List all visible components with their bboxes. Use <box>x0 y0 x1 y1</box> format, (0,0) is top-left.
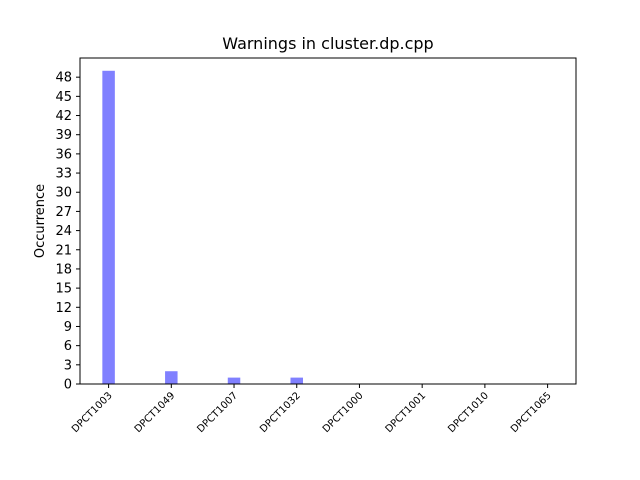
y-tick-label: 48 <box>55 71 72 86</box>
x-tick-label: DPCT1049 <box>133 390 178 435</box>
y-tick-label: 45 <box>55 90 72 105</box>
bar-dpct1007 <box>227 377 241 384</box>
y-tick-label: 39 <box>55 128 72 143</box>
x-tick-label: DPCT1010 <box>446 390 491 435</box>
y-tick-label: 30 <box>55 186 72 201</box>
x-tick-label: DPCT1001 <box>384 390 429 435</box>
y-axis-label: Occurrence <box>33 184 48 258</box>
y-tick-label: 24 <box>55 224 72 239</box>
chart-title: Warnings in cluster.dp.cpp <box>222 34 433 53</box>
x-tick-label: DPCT1000 <box>321 390 366 435</box>
bar-dpct1049 <box>165 371 178 384</box>
bar-dpct1032 <box>290 377 303 384</box>
y-tick-label: 9 <box>64 320 72 335</box>
x-tick-label: DPCT1007 <box>195 390 240 435</box>
y-tick-label: 42 <box>55 109 72 124</box>
y-tick-label: 12 <box>55 301 72 316</box>
y-tick-label: 18 <box>55 262 72 277</box>
x-tick-label: DPCT1003 <box>70 390 115 435</box>
y-tick-label: 6 <box>64 339 72 354</box>
y-tick-label: 0 <box>64 378 72 393</box>
plot-frame <box>79 57 577 385</box>
y-tick-label: 3 <box>64 358 72 373</box>
y-tick-label: 27 <box>55 205 72 220</box>
bars-group <box>102 70 303 384</box>
x-axis-ticks: DPCT1003 DPCT1049 DPCT1007 DPCT1032 DPCT1000… <box>70 384 554 435</box>
y-tick-label: 36 <box>55 147 72 162</box>
x-tick-label: DPCT1032 <box>258 390 303 435</box>
y-tick-label: 33 <box>55 167 72 182</box>
x-tick-label: DPCT1065 <box>509 390 554 435</box>
y-tick-label: 15 <box>55 282 72 297</box>
bar-dpct1003 <box>102 70 115 384</box>
y-tick-label: 21 <box>55 243 72 258</box>
